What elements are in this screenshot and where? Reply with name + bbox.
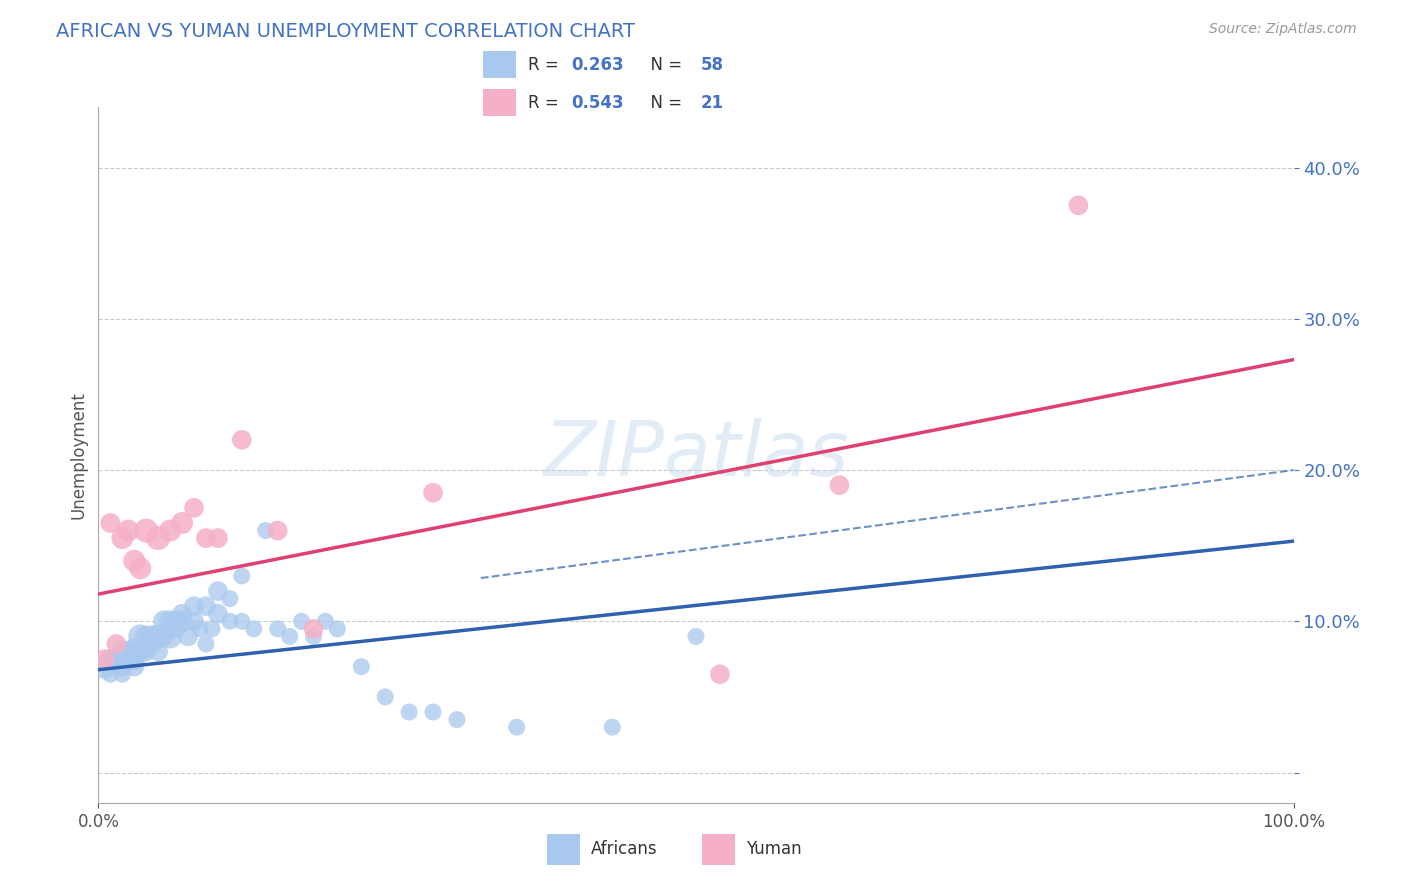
Point — [153, 615, 176, 629]
Point — [111, 667, 134, 681]
Text: Africans: Africans — [591, 840, 658, 858]
Point — [117, 652, 139, 666]
Text: ZIPatlas: ZIPatlas — [543, 418, 849, 491]
Point — [111, 531, 134, 545]
Point — [124, 652, 146, 666]
Point — [105, 652, 128, 666]
Point — [506, 720, 529, 734]
Text: Source: ZipAtlas.com: Source: ZipAtlas.com — [1209, 22, 1357, 37]
Point — [291, 615, 314, 629]
Point — [117, 644, 139, 658]
Point — [129, 561, 152, 575]
Text: N =: N = — [640, 94, 688, 112]
Point — [231, 569, 253, 583]
Point — [165, 615, 187, 629]
Point — [267, 622, 290, 636]
Point — [111, 644, 134, 658]
Point — [135, 524, 157, 538]
Point — [183, 599, 205, 614]
Point — [219, 615, 242, 629]
Point — [183, 615, 205, 629]
Text: 0.543: 0.543 — [571, 94, 623, 112]
Point — [98, 652, 122, 666]
Point — [105, 637, 128, 651]
Point — [165, 622, 187, 636]
Point — [117, 524, 139, 538]
Point — [159, 524, 181, 538]
Text: AFRICAN VS YUMAN UNEMPLOYMENT CORRELATION CHART: AFRICAN VS YUMAN UNEMPLOYMENT CORRELATIO… — [56, 22, 636, 41]
Point — [207, 531, 229, 545]
Point — [124, 659, 146, 673]
Point — [135, 629, 157, 643]
Text: N =: N = — [640, 56, 688, 74]
Point — [159, 629, 181, 643]
Point — [267, 524, 290, 538]
Text: 0.263: 0.263 — [571, 56, 623, 74]
Text: R =: R = — [529, 56, 564, 74]
Point — [93, 652, 115, 666]
Point — [195, 531, 218, 545]
Point — [207, 584, 229, 599]
Point — [148, 629, 170, 643]
Point — [159, 615, 181, 629]
Point — [422, 705, 444, 719]
Point — [350, 659, 373, 673]
Point — [207, 607, 229, 621]
Point — [188, 622, 211, 636]
Point — [201, 622, 224, 636]
Point — [124, 644, 146, 658]
Point — [172, 607, 194, 621]
Point — [141, 629, 163, 643]
Text: Yuman: Yuman — [747, 840, 801, 858]
Point — [1067, 198, 1090, 212]
Point — [148, 531, 170, 545]
Point — [129, 644, 152, 658]
Point — [315, 615, 337, 629]
Point — [153, 629, 176, 643]
Point — [141, 637, 163, 651]
Point — [219, 591, 242, 606]
Point — [231, 433, 253, 447]
Point — [302, 629, 325, 643]
Bar — [484, 89, 516, 117]
Bar — [547, 834, 581, 865]
Point — [195, 599, 218, 614]
Text: 58: 58 — [700, 56, 724, 74]
Bar — [484, 51, 516, 78]
Text: 21: 21 — [700, 94, 724, 112]
Point — [172, 615, 194, 629]
Bar — [702, 834, 735, 865]
Point — [124, 554, 146, 568]
Point — [111, 659, 134, 673]
Point — [93, 659, 115, 673]
Point — [685, 629, 707, 643]
Point — [177, 629, 200, 643]
Point — [98, 667, 122, 681]
Point — [709, 667, 731, 681]
Point — [422, 485, 444, 500]
Point — [828, 478, 851, 492]
Point — [148, 644, 170, 658]
Point — [135, 644, 157, 658]
Point — [183, 500, 205, 515]
Point — [278, 629, 301, 643]
Point — [135, 637, 157, 651]
Point — [446, 713, 468, 727]
Point — [398, 705, 420, 719]
Point — [254, 524, 277, 538]
Point — [326, 622, 349, 636]
Point — [195, 637, 218, 651]
Point — [374, 690, 396, 704]
Point — [98, 516, 122, 530]
Point — [172, 516, 194, 530]
Point — [243, 622, 266, 636]
Point — [302, 622, 325, 636]
Point — [231, 615, 253, 629]
Y-axis label: Unemployment: Unemployment — [69, 391, 87, 519]
Point — [602, 720, 624, 734]
Text: R =: R = — [529, 94, 564, 112]
Point — [129, 629, 152, 643]
